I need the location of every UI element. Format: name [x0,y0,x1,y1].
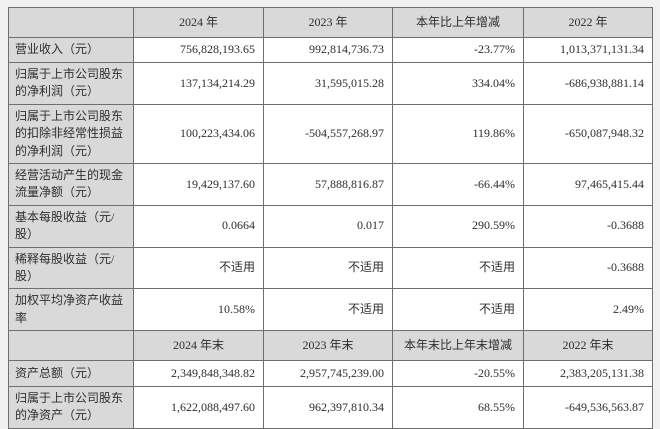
table-row-net-assets: 归属于上市公司股东的净资产（元） 1,622,088,497.60 962,39… [8,386,653,429]
cell-total-assets-2023: 2,957,745,239.00 [263,360,393,388]
header-yoy-change: 本年比上年增减 [392,7,524,38]
table-row-total-assets: 资产总额（元） 2,349,848,348.82 2,957,745,239.0… [8,360,653,388]
cell-weighted-roe-change: 不适用 [392,288,524,332]
cell-net-profit-2024: 137,134,214.29 [133,62,264,105]
cell-revenue-2023: 992,814,736.73 [263,37,393,63]
table-row-basic-eps: 基本每股收益（元/股） 0.0664 0.017 290.59% -0.3688 [8,204,653,248]
cell-weighted-roe-2023: 不适用 [263,288,393,332]
cell-basic-eps-change: 290.59% [392,204,524,248]
row-label-net-profit: 归属于上市公司股东的净利润（元） [8,62,134,105]
header-2024-year-end: 2024 年末 [133,330,264,362]
cell-deducted-net-profit-change: 119.86% [392,103,524,164]
cell-deducted-net-profit-2023: -504,557,268.97 [263,103,393,164]
financial-summary-table: 2024 年 2023 年 本年比上年增减 2022 年 营业收入（元） 756… [8,7,653,429]
corner-cell [8,7,134,38]
cell-operating-cash-flow-change: -66.44% [392,162,524,206]
table-row-net-profit: 归属于上市公司股东的净利润（元） 137,134,214.29 31,595,0… [8,62,653,105]
row-label-deducted-net-profit: 归属于上市公司股东的扣除非经常性损益的净利润（元） [8,103,134,164]
header-2022-year-end: 2022 年末 [523,330,653,362]
row-label-basic-eps: 基本每股收益（元/股） [8,204,134,248]
row-label-diluted-eps: 稀释每股收益（元/股） [8,246,134,290]
cell-diluted-eps-2022: -0.3688 [523,246,653,290]
cell-diluted-eps-change: 不适用 [392,246,524,290]
row-label-weighted-roe: 加权平均净资产收益率 [8,288,134,332]
table-row-diluted-eps: 稀释每股收益（元/股） 不适用 不适用 不适用 -0.3688 [8,246,653,290]
cell-net-profit-2022: -686,938,881.14 [523,62,653,105]
cell-net-profit-2023: 31,595,015.28 [263,62,393,105]
header-2022: 2022 年 [523,7,653,38]
header-2023-year-end: 2023 年末 [263,330,393,362]
table-row-revenue: 营业收入（元） 756,828,193.65 992,814,736.73 -2… [8,37,653,63]
cell-diluted-eps-2023: 不适用 [263,246,393,290]
table-row-weighted-roe: 加权平均净资产收益率 10.58% 不适用 不适用 2.49% [8,288,653,332]
cell-deducted-net-profit-2022: -650,087,948.32 [523,103,653,164]
row-label-revenue: 营业收入（元） [8,37,134,63]
table-header-row-year-end: 2024 年末 2023 年末 本年末比上年末增减 2022 年末 [8,330,653,362]
cell-weighted-roe-2022: 2.49% [523,288,653,332]
table-row-deducted-net-profit: 归属于上市公司股东的扣除非经常性损益的净利润（元） 100,223,434.06… [8,103,653,164]
cell-basic-eps-2023: 0.017 [263,204,393,248]
cell-total-assets-2022: 2,383,205,131.38 [523,360,653,388]
header-year-end-change: 本年末比上年末增减 [392,330,524,362]
cell-total-assets-change: -20.55% [392,360,524,388]
header-2024: 2024 年 [133,7,264,38]
cell-revenue-change: -23.77% [392,37,524,63]
header-2023: 2023 年 [263,7,393,38]
cell-net-assets-2022: -649,536,563.87 [523,386,653,429]
table-row-operating-cash-flow: 经营活动产生的现金流量净额（元） 19,429,137.60 57,888,81… [8,162,653,206]
page: 2024 年 2023 年 本年比上年增减 2022 年 营业收入（元） 756… [8,7,653,429]
cell-net-assets-2024: 1,622,088,497.60 [133,386,264,429]
cell-net-assets-2023: 962,397,810.34 [263,386,393,429]
cell-basic-eps-2024: 0.0664 [133,204,264,248]
cell-operating-cash-flow-2023: 57,888,816.87 [263,162,393,206]
cell-total-assets-2024: 2,349,848,348.82 [133,360,264,388]
cell-deducted-net-profit-2024: 100,223,434.06 [133,103,264,164]
cell-basic-eps-2022: -0.3688 [523,204,653,248]
corner-cell-2 [8,330,134,362]
cell-operating-cash-flow-2022: 97,465,415.44 [523,162,653,206]
row-label-total-assets: 资产总额（元） [8,360,134,388]
cell-revenue-2024: 756,828,193.65 [133,37,264,63]
row-label-net-assets: 归属于上市公司股东的净资产（元） [8,386,134,429]
cell-operating-cash-flow-2024: 19,429,137.60 [133,162,264,206]
table-header-row-annual: 2024 年 2023 年 本年比上年增减 2022 年 [8,7,653,38]
cell-weighted-roe-2024: 10.58% [133,288,264,332]
cell-revenue-2022: 1,013,371,131.34 [523,37,653,63]
cell-net-assets-change: 68.55% [392,386,524,429]
cell-diluted-eps-2024: 不适用 [133,246,264,290]
row-label-operating-cash-flow: 经营活动产生的现金流量净额（元） [8,162,134,206]
cell-net-profit-change: 334.04% [392,62,524,105]
